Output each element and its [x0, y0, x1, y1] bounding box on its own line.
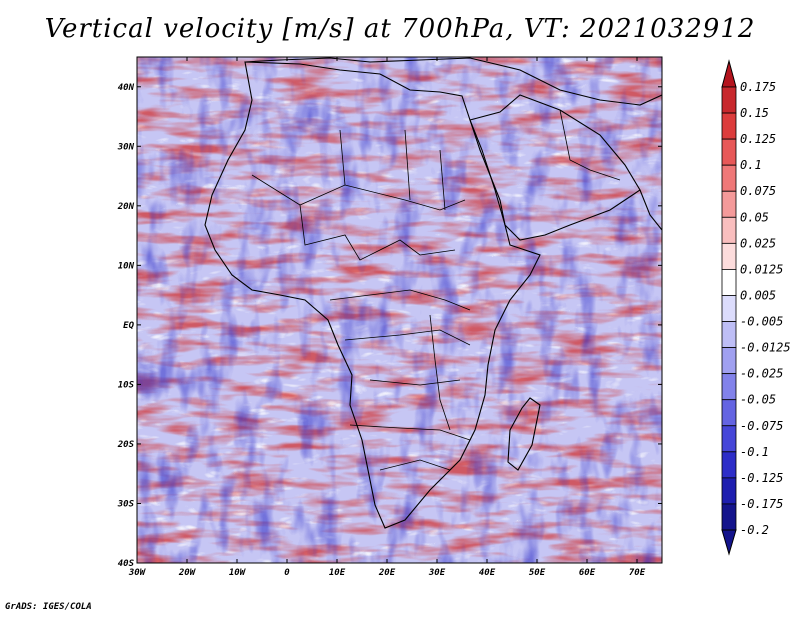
colorbar-swatch: [721, 86, 737, 114]
colorbar-label: 0.005: [740, 288, 776, 302]
colorbar-swatch: [721, 164, 737, 192]
colorbar-swatch: [721, 477, 737, 505]
colorbar-bottom-arrow: [721, 529, 737, 556]
colorbar-label: -0.175: [740, 497, 783, 511]
chart-title: Vertical velocity [m/s] at 700hPa, VT: 2…: [44, 14, 756, 44]
grads-credit: GrADS: IGES/COLA: [5, 602, 92, 612]
coastlines: [204, 57, 662, 529]
colorbar: 0.175 0.15 0.125 0.1 0.075 0.05 0.025 0.0125 0.0…: [721, 59, 791, 556]
colorbar-label: 0.1: [740, 158, 762, 172]
colorbar-swatch: [721, 242, 737, 270]
colorbar-swatch: [721, 269, 737, 296]
y-tick-label: 10N: [118, 261, 135, 271]
y-tick-label: 40N: [118, 83, 135, 93]
colorbar-swatch: [721, 451, 737, 479]
colorbar-label: -0.0125: [740, 341, 791, 355]
colorbar-label: 0.025: [740, 236, 776, 250]
x-tick-label: 20E: [378, 568, 396, 578]
x-tick-label: 20W: [178, 568, 197, 578]
y-tick-label: 20S: [117, 440, 135, 450]
y-axis: 40N 30N 20N 10N EQ 10S 20S 30S 40S: [117, 83, 662, 569]
colorbar-label: -0.2: [740, 523, 769, 537]
colorbar-swatch: [721, 399, 737, 427]
colorbar-swatch: [721, 373, 737, 401]
country-borders: [251, 109, 621, 471]
y-tick-label: 40S: [118, 559, 135, 569]
madagascar-coastline: [507, 397, 541, 471]
arabia-coastline: [469, 94, 641, 241]
colorbar-label: 0.075: [740, 184, 776, 198]
x-tick-label: 10W: [229, 568, 247, 578]
colorbar-label: -0.005: [740, 315, 783, 329]
india-coastline: [639, 189, 662, 231]
velocity-field: [137, 57, 662, 563]
colorbar-label: -0.025: [740, 367, 783, 381]
colorbar-label: -0.1: [740, 445, 769, 459]
colorbar-top-arrow: [721, 59, 737, 88]
x-tick-label: 10E: [329, 568, 346, 578]
colorbar-swatch: [721, 321, 737, 348]
x-axis: 30W 20W 10W 0 10E 20E 30E 40E 50E 60E 70E: [128, 57, 646, 578]
colorbar-swatch: [721, 138, 737, 166]
colorbar-label: -0.125: [740, 471, 783, 485]
colorbar-label: -0.075: [740, 419, 783, 433]
colorbar-swatch: [721, 425, 737, 453]
colorbar-label: 0.0125: [740, 262, 783, 276]
europe-coastline: [244, 57, 662, 106]
colorbar-swatch: [721, 503, 737, 531]
x-tick-label: 40E: [479, 568, 496, 578]
colorbar-label: 0.15: [740, 106, 769, 120]
colorbar-label: 0.125: [740, 132, 776, 146]
y-tick-label: 30S: [117, 499, 135, 509]
x-tick-label: 0: [284, 568, 290, 578]
x-tick-label: 50E: [529, 568, 546, 578]
africa-coastline: [204, 61, 541, 529]
y-tick-label: EQ: [123, 321, 134, 331]
y-tick-label: 10S: [118, 380, 135, 390]
colorbar-swatch: [721, 295, 737, 322]
y-tick-label: 30N: [117, 142, 135, 152]
x-tick-label: 30W: [128, 568, 147, 578]
y-tick-label: 20N: [117, 202, 135, 212]
colorbar-label: -0.05: [740, 393, 776, 407]
colorbar-label: 0.175: [740, 80, 776, 94]
x-tick-label: 60E: [579, 568, 596, 578]
colorbar-swatch: [721, 190, 737, 218]
x-tick-label: 70E: [629, 568, 646, 578]
x-tick-label: 30E: [428, 568, 446, 578]
colorbar-swatch: [721, 112, 737, 140]
plot-frame: [136, 56, 663, 564]
colorbar-swatch: [721, 216, 737, 244]
colorbar-label: 0.05: [740, 210, 769, 224]
colorbar-swatch: [721, 347, 737, 375]
